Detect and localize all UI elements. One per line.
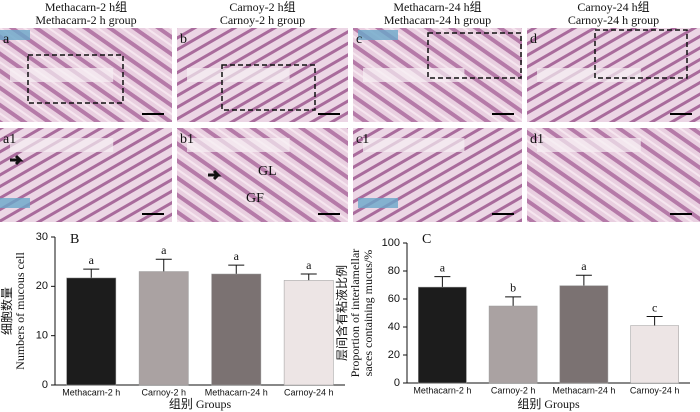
y-axis-label: 层间含有粘液比例 [334,265,349,361]
column-header: Carnoy-24 h group [568,13,659,27]
significance-letter: a [581,259,587,273]
y-tick-label: 30 [36,231,48,243]
micrograph-label: c [356,32,362,47]
arrow [208,169,222,181]
x-tick-label: Methacarn-2 h [413,385,471,395]
bar [418,286,467,384]
y-axis-label: saces containing mucus/% [361,250,375,377]
x-tick-label: Carnoy-2 h [141,387,186,397]
column-header: Methacarn-2 h group [35,13,136,27]
panel-label: B [70,232,79,247]
x-tick-label: Methacarn-24 h [205,387,268,397]
x-axis-label: 组别 Groups [517,397,580,411]
y-tick-label: 40 [388,321,400,333]
lumen [363,138,465,152]
lumen [187,138,290,152]
column-header: Carnoy-24 h组 [577,0,649,14]
y-tick-label: 0 [42,379,48,391]
x-axis-label: 组别 Groups [169,397,232,411]
arrow [10,154,24,166]
y-tick-label: 100 [382,237,400,249]
x-tick-label: Methacarn-24 h [552,385,615,395]
column-header: Methacarn-2 h组 [45,0,127,14]
micrograph-label: c1 [356,132,369,147]
x-tick-label: Carnoy-2 h [491,385,536,395]
mucus-stain [0,198,30,208]
zoom-box [427,32,522,79]
annotation: GL [258,164,277,179]
y-axis-label: Numbers of mucous cell [13,252,27,370]
y-tick-label: 60 [388,293,400,305]
significance-letter: a [234,249,240,263]
x-tick-label: Carnoy-24 h [284,387,334,397]
significance-letter: a [161,243,167,257]
bar [488,305,538,384]
micrograph-label: b1 [180,132,194,147]
column-header: Methacarn-24 h组 [393,0,481,14]
lumen [537,68,641,82]
micrograph-label: a1 [3,132,16,147]
annotation: GF [246,191,264,206]
micrograph-label: d1 [530,132,544,147]
mucus-stain [358,198,398,208]
bar [211,273,262,386]
y-tick-label: 80 [388,265,400,277]
bar [66,277,117,386]
column-header: Carnoy-2 h组 [229,0,295,14]
mucus-stain [358,30,398,40]
zoom-box [221,64,316,111]
column-header: Methacarn-24 h group [384,13,491,27]
bar [630,325,679,384]
y-tick-label: 20 [388,349,400,361]
panel-label: C [422,232,431,247]
column-header: Carnoy-2 h group [220,13,305,27]
micrograph-label: a [3,32,10,47]
bar [283,280,334,386]
y-tick-label: 10 [36,330,48,342]
significance-letter: c [652,300,657,314]
significance-letter: a [306,258,312,272]
significance-letter: a [440,260,446,274]
micrograph-label: b [180,32,187,47]
x-tick-label: Methacarn-2 h [62,387,120,397]
significance-letter: b [510,281,516,295]
micrograph-label: d [530,32,537,47]
lumen [10,138,114,152]
bar [138,271,189,386]
y-axis-label: Proportion of interlamellar [348,249,362,378]
lumen [537,138,641,152]
lumen [187,68,290,82]
y-axis-label: 细胞数量 [0,287,14,335]
zoom-box [594,29,688,79]
lumen [10,68,114,82]
significance-letter: a [89,253,95,267]
x-tick-label: Carnoy-24 h [630,385,680,395]
mucus-stain [0,30,30,40]
bar [559,285,609,384]
y-tick-label: 0 [394,377,400,389]
y-tick-label: 20 [36,280,48,292]
lumen [363,68,465,82]
